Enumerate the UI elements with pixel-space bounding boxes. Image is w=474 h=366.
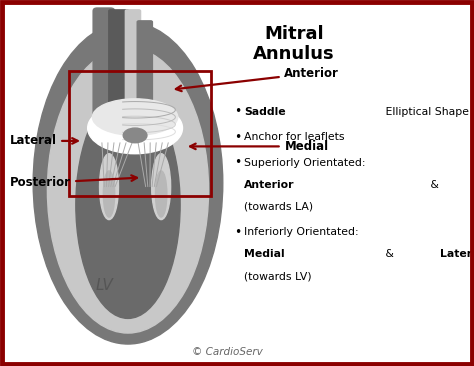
Text: Anterior: Anterior bbox=[244, 180, 295, 190]
Text: LV: LV bbox=[95, 278, 113, 293]
Ellipse shape bbox=[88, 102, 182, 154]
Text: Elliptical Shape: Elliptical Shape bbox=[382, 107, 469, 117]
Text: Superiorly Orientated:: Superiorly Orientated: bbox=[244, 158, 365, 168]
Text: Medial: Medial bbox=[244, 249, 285, 259]
FancyBboxPatch shape bbox=[137, 20, 153, 141]
FancyBboxPatch shape bbox=[92, 7, 115, 143]
Text: © CardioServ: © CardioServ bbox=[192, 347, 263, 357]
Text: (towards LV): (towards LV) bbox=[244, 271, 312, 281]
Ellipse shape bbox=[123, 128, 147, 143]
FancyBboxPatch shape bbox=[108, 9, 129, 141]
Text: &: & bbox=[382, 249, 397, 259]
Text: •: • bbox=[235, 105, 242, 118]
Text: Mitral
Annulus: Mitral Annulus bbox=[253, 25, 335, 63]
Text: Saddle: Saddle bbox=[244, 107, 286, 117]
Text: •: • bbox=[235, 226, 242, 239]
Text: (towards LA): (towards LA) bbox=[244, 202, 313, 212]
Ellipse shape bbox=[152, 154, 171, 220]
Ellipse shape bbox=[155, 171, 167, 217]
Ellipse shape bbox=[47, 48, 209, 333]
Ellipse shape bbox=[100, 154, 118, 220]
Ellipse shape bbox=[103, 171, 115, 217]
FancyBboxPatch shape bbox=[125, 9, 141, 141]
Text: Medial: Medial bbox=[190, 140, 328, 153]
Text: Posterior: Posterior bbox=[9, 175, 137, 190]
Text: Lateral: Lateral bbox=[440, 249, 474, 259]
Text: •: • bbox=[235, 156, 242, 169]
Text: •: • bbox=[235, 131, 242, 144]
Text: Lateral: Lateral bbox=[9, 134, 78, 147]
Text: &: & bbox=[428, 180, 443, 190]
Text: Anchor for leaflets: Anchor for leaflets bbox=[244, 132, 345, 142]
Ellipse shape bbox=[92, 99, 178, 135]
Text: Inferiorly Orientated:: Inferiorly Orientated: bbox=[244, 227, 359, 238]
Ellipse shape bbox=[33, 22, 223, 344]
Text: Anterior: Anterior bbox=[176, 67, 339, 91]
Ellipse shape bbox=[76, 92, 180, 318]
Bar bbox=[69, 71, 211, 196]
